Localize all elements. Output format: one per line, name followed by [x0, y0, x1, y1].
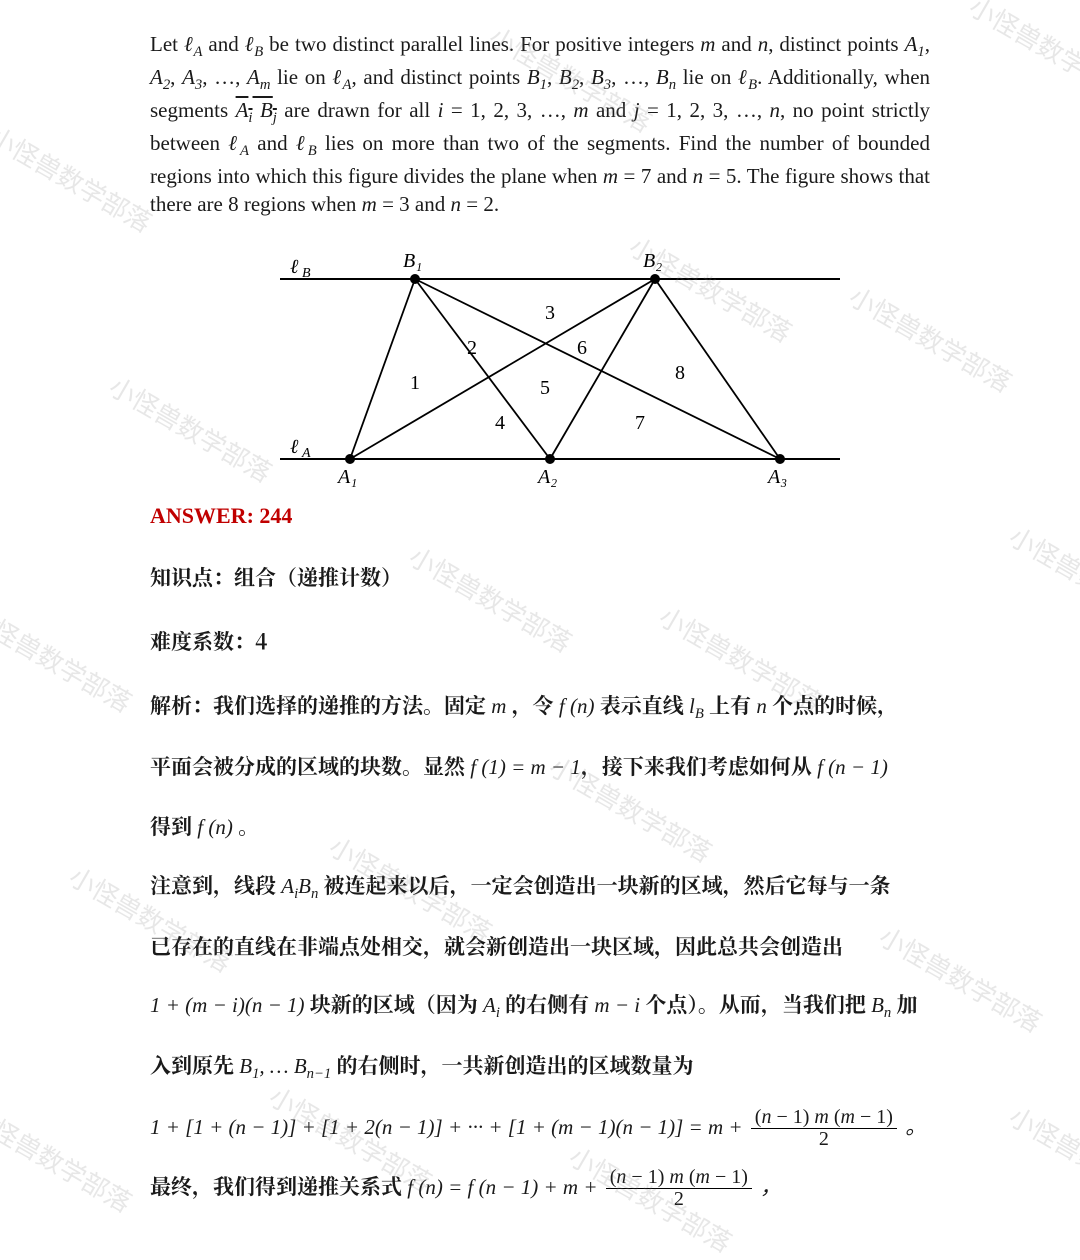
svg-text:A: A [301, 446, 311, 461]
answer-value: 244 [259, 503, 292, 528]
svg-text:B₁: B₁ [403, 250, 422, 272]
solution-eq1: 1 + [1 + (n − 1)] + [1 + 2(n − 1)] + ···… [150, 1102, 930, 1151]
solution-p8: 最终，我们得到递推关系式 f (n) = f (n − 1) + m + (n … [150, 1162, 930, 1211]
svg-text:ℓ: ℓ [290, 436, 299, 458]
solution-p7: 入到原先 B1, … Bn−1 的右侧时，一共新创造出的区域数量为 [150, 1041, 930, 1092]
answer-label: ANSWER: [150, 503, 254, 528]
svg-text:ℓ: ℓ [290, 256, 299, 278]
topic-label: 知识点： [150, 562, 234, 592]
svg-text:A₃: A₃ [766, 466, 787, 488]
difficulty-label: 难度系数： [150, 626, 255, 656]
svg-text:5: 5 [540, 377, 550, 399]
solution-body: 解析：我们选择的递推的方法。固定 m ，令 f (n) 表示直线 lB 上有 n… [150, 681, 930, 1210]
svg-text:6: 6 [577, 337, 587, 359]
solution-p3: 得到 f (n) 。 [150, 802, 930, 851]
difficulty-line: 难度系数：4 [150, 617, 930, 665]
topic-line: 知识点：组合（递推计数） [150, 553, 930, 601]
svg-text:7: 7 [635, 412, 645, 434]
svg-text:4: 4 [495, 412, 505, 434]
difficulty-value: 4 [255, 626, 267, 656]
svg-text:3: 3 [545, 302, 555, 324]
solution-p1: 解析：我们选择的递推的方法。固定 m ，令 f (n) 表示直线 lB 上有 n… [150, 681, 930, 732]
solution-p6: 1 + (m − i)(n − 1) 块新的区域（因为 Ai 的右侧有 m − … [150, 980, 930, 1031]
solution-p4: 注意到，线段 AiBn 被连起来以后，一定会创造出一块新的区域，然后它每与一条 [150, 861, 930, 912]
topic-value: 组合（递推计数） [234, 562, 402, 592]
svg-text:B₂: B₂ [643, 250, 662, 272]
answer-line: ANSWER: 244 [150, 503, 930, 529]
svg-text:8: 8 [675, 362, 685, 384]
page-content: Let ℓA and ℓB be two distinct parallel l… [0, 0, 1080, 1211]
svg-text:A₁: A₁ [336, 466, 357, 488]
solution-p2: 平面会被分成的区域的块数。显然 f (1) = m − 1，接下来我们考虑如何从… [150, 742, 930, 791]
svg-text:2: 2 [467, 337, 477, 359]
solution-p5: 已存在的直线在非端点处相交，就会新创造出一块区域，因此总共会创造出 [150, 922, 930, 970]
svg-text:B: B [302, 266, 311, 281]
svg-text:1: 1 [410, 372, 420, 394]
problem-figure: ℓBℓAB₁B₂A₁A₂A₃12345678 [220, 229, 860, 489]
svg-text:A₂: A₂ [536, 466, 557, 488]
problem-statement: Let ℓA and ℓB be two distinct parallel l… [150, 30, 930, 219]
